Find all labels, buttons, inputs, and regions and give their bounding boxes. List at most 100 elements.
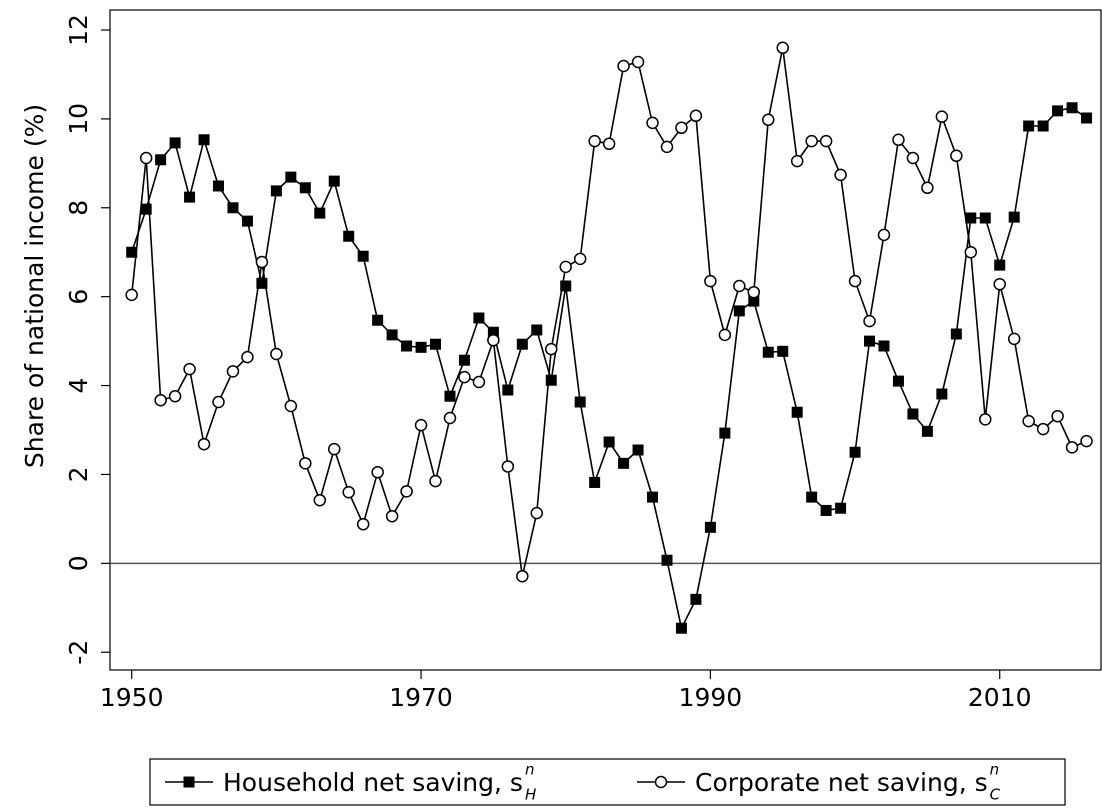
data-point xyxy=(1007,332,1021,346)
data-point xyxy=(270,347,283,361)
data-point xyxy=(516,338,528,350)
data-point xyxy=(675,121,688,135)
data-point xyxy=(472,375,486,389)
data-point xyxy=(1022,414,1035,428)
data-point xyxy=(531,324,543,336)
data-point xyxy=(979,212,991,224)
data-point xyxy=(935,110,949,123)
data-point xyxy=(401,340,413,352)
data-point xyxy=(430,338,442,350)
data-point xyxy=(907,408,919,420)
data-point xyxy=(139,151,153,165)
data-point xyxy=(169,137,181,149)
data-point xyxy=(762,346,774,358)
data-point xyxy=(805,134,818,148)
data-point xyxy=(877,228,891,242)
data-point xyxy=(660,140,674,154)
data-point xyxy=(429,474,442,488)
data-point xyxy=(241,350,254,364)
data-point xyxy=(357,250,369,262)
data-point xyxy=(820,504,832,516)
data-point xyxy=(819,134,833,148)
data-point xyxy=(197,437,211,451)
data-point xyxy=(530,506,544,520)
data-point xyxy=(863,314,876,328)
data-point xyxy=(154,393,167,407)
data-point xyxy=(950,328,962,340)
data-point xyxy=(400,485,413,498)
y-tick-label: 4 xyxy=(64,378,93,394)
data-point xyxy=(1051,409,1064,423)
data-point xyxy=(733,279,746,293)
data-point xyxy=(892,375,904,387)
data-point xyxy=(314,207,326,219)
data-point xyxy=(719,427,731,439)
data-point xyxy=(1023,120,1035,132)
data-point xyxy=(544,342,558,356)
data-point xyxy=(704,274,717,288)
plot-frame xyxy=(109,9,1102,671)
data-point xyxy=(285,171,297,183)
data-point xyxy=(270,185,282,197)
data-point xyxy=(343,230,355,242)
data-point xyxy=(299,182,311,194)
data-point xyxy=(328,175,340,187)
data-point xyxy=(255,255,269,269)
data-point xyxy=(313,493,327,507)
data-point xyxy=(502,384,514,396)
data-point xyxy=(560,280,572,292)
data-point xyxy=(1052,105,1064,117)
data-point xyxy=(184,191,196,203)
data-point xyxy=(892,133,905,147)
data-point xyxy=(125,288,138,302)
data-point xyxy=(385,509,399,523)
data-point xyxy=(256,277,268,289)
x-tick-label: 2010 xyxy=(968,683,1032,712)
data-point xyxy=(849,446,861,458)
data-point xyxy=(747,285,761,299)
data-point xyxy=(386,329,398,341)
y-tick-label: 6 xyxy=(64,289,93,305)
data-point xyxy=(487,333,500,347)
legend-label: Corporate net saving, s xyxy=(695,768,988,797)
y-tick-label: 0 xyxy=(64,555,93,571)
data-point xyxy=(835,502,847,514)
data-point xyxy=(545,374,557,386)
data-point xyxy=(212,395,225,409)
data-point xyxy=(965,212,977,224)
data-point xyxy=(675,622,687,634)
data-point xyxy=(921,425,933,437)
legend: Household net saving, s nH Corporate net s… xyxy=(149,758,1066,806)
data-point xyxy=(516,569,529,583)
data-point xyxy=(241,215,253,227)
data-point xyxy=(501,460,515,473)
data-point xyxy=(777,345,789,357)
data-point xyxy=(140,203,152,215)
x-tick-label: 1970 xyxy=(389,683,453,712)
data-point xyxy=(646,116,659,130)
data-point xyxy=(227,202,239,214)
data-point xyxy=(444,390,456,402)
legend-marker xyxy=(183,776,195,788)
data-point xyxy=(327,442,341,456)
y-tick-label: -2 xyxy=(64,640,93,665)
data-point xyxy=(704,521,716,533)
data-point xyxy=(213,180,225,192)
data-point xyxy=(284,399,298,413)
data-point xyxy=(979,413,992,426)
data-point xyxy=(1008,211,1020,223)
data-point xyxy=(790,154,804,168)
data-point xyxy=(342,485,355,499)
data-point xyxy=(776,41,789,55)
data-point xyxy=(372,314,384,326)
data-point xyxy=(126,246,138,258)
data-point xyxy=(1081,112,1093,124)
data-point xyxy=(791,406,803,418)
y-axis-label: Share of national income (%) xyxy=(20,104,49,468)
y-tick-label: 12 xyxy=(64,14,93,46)
data-point xyxy=(762,113,775,127)
data-point xyxy=(573,252,587,266)
y-tick-label: 8 xyxy=(64,200,93,216)
data-point xyxy=(1066,102,1078,114)
legend-label: Household net saving, s xyxy=(223,768,523,797)
